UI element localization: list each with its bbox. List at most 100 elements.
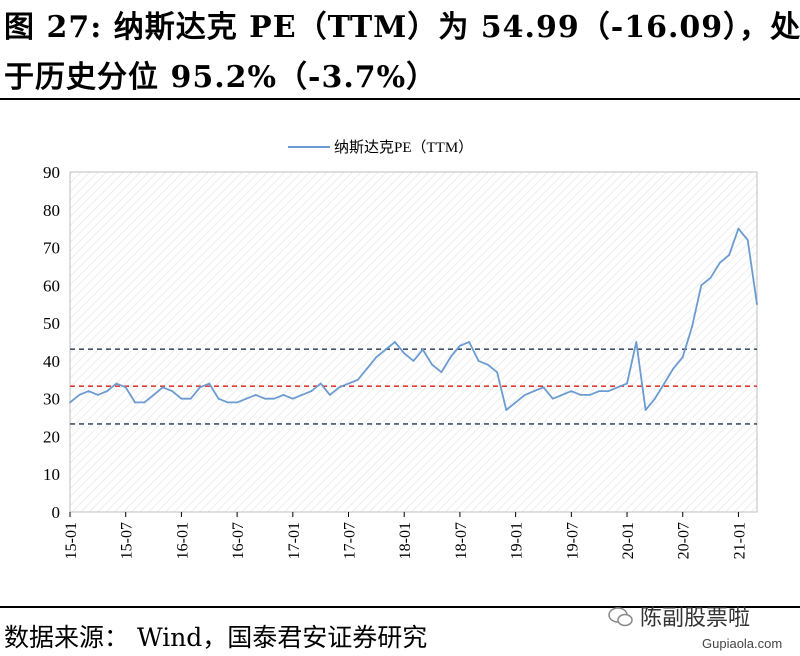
data-point [542, 386, 545, 389]
y-tick-label: 50 [43, 314, 60, 333]
data-point [347, 382, 350, 385]
data-point [700, 284, 703, 287]
y-tick-label: 10 [43, 465, 60, 484]
data-point [691, 325, 693, 328]
data-point [236, 401, 239, 404]
bottom-rule [0, 606, 800, 608]
y-tick-label: 90 [43, 163, 60, 182]
data-point [551, 397, 554, 400]
data-point [171, 390, 174, 393]
data-point [161, 386, 164, 389]
data-point [477, 359, 480, 362]
figure-title-line-2: 于历史分位 95.2%（-3.7%） [4, 60, 438, 95]
y-tick-label: 0 [52, 503, 61, 522]
data-point [403, 352, 406, 355]
figure-title-line-1: 图 27: 纳斯达克 PE（TTM）为 54.99（-16.09），处 [4, 10, 800, 45]
data-point [616, 386, 619, 389]
data-point [115, 382, 118, 385]
data-point [264, 397, 266, 400]
top-rule [0, 98, 800, 100]
data-point [663, 382, 666, 385]
data-point [301, 393, 303, 396]
data-point [421, 348, 424, 351]
data-point [69, 401, 71, 404]
data-point [681, 356, 684, 359]
data-point [329, 393, 331, 396]
y-axis: 0 10 20 30 40 50 60 70 80 90 [43, 163, 60, 522]
x-tick-label: 18-01 [397, 522, 414, 559]
x-tick-label: 17-01 [286, 522, 303, 559]
data-point [459, 344, 461, 347]
data-point [756, 303, 758, 306]
data-point [626, 382, 628, 385]
data-point [217, 397, 220, 400]
data-point [366, 367, 368, 370]
data-point [588, 393, 591, 396]
y-tick-label: 80 [43, 201, 60, 220]
data-point [291, 397, 294, 400]
data-point [635, 341, 638, 343]
legend: 纳斯达克PE（TTM） [288, 139, 473, 156]
y-tick-label: 30 [43, 390, 60, 409]
data-point [199, 386, 201, 389]
data-point [189, 397, 192, 400]
data-point [533, 390, 536, 393]
data-point [468, 341, 471, 343]
x-tick-label: 19-01 [509, 522, 526, 559]
data-point [449, 356, 452, 359]
data-point [87, 390, 90, 393]
data-point [486, 363, 489, 366]
data-point [570, 390, 573, 393]
x-tick-label: 18-07 [453, 522, 470, 559]
plot-area [69, 171, 758, 513]
data-point [245, 397, 248, 400]
data-point [180, 397, 183, 400]
data-point [134, 401, 136, 404]
data-point [579, 393, 582, 396]
data-point [375, 356, 378, 359]
data-point [431, 363, 433, 366]
data-point [728, 254, 731, 257]
x-tick-label: 16-01 [174, 522, 191, 559]
data-point [273, 397, 276, 400]
data-point [746, 239, 749, 241]
data-point [78, 393, 81, 396]
data-point [143, 401, 146, 404]
data-point [598, 390, 601, 393]
x-tick-label: 15-01 [63, 522, 80, 559]
watermark-brand: 陈副股票啦 [640, 606, 751, 631]
data-point [524, 393, 526, 396]
data-point [310, 390, 313, 393]
data-point [709, 276, 712, 279]
data-point [106, 390, 109, 393]
data-point [394, 341, 396, 343]
data-point [254, 393, 257, 396]
data-point [440, 371, 443, 374]
data-point [644, 409, 647, 411]
x-tick-label: 15-07 [119, 522, 136, 559]
x-tick-label: 20-01 [620, 522, 637, 559]
data-point [338, 386, 341, 389]
watermark-site: Gupiaola.com [702, 636, 783, 651]
source-note: 数据来源： Wind，国泰君安证券研究 [4, 623, 428, 652]
data-point [282, 393, 285, 396]
data-point [412, 359, 415, 362]
x-tick-label: 17-07 [342, 522, 359, 559]
series-group [69, 227, 758, 411]
data-point [737, 227, 740, 230]
legend-label: 纳斯达克PE（TTM） [334, 139, 473, 156]
data-point [496, 371, 498, 374]
data-point [356, 378, 359, 381]
reference-lines [70, 348, 757, 425]
data-point [718, 261, 721, 264]
watermark: 陈副股票啦 Gupiaola.com [606, 600, 800, 656]
data-point [514, 401, 517, 404]
data-point [152, 393, 155, 396]
x-axis: 15-01 15-07 16-01 16-07 17-01 17-07 18-01 18-07… [63, 512, 748, 559]
y-tick-label: 20 [43, 427, 60, 446]
y-tick-label: 70 [43, 239, 60, 258]
data-point [226, 401, 229, 404]
data-point [607, 390, 610, 393]
x-tick-label: 16-07 [230, 522, 247, 559]
